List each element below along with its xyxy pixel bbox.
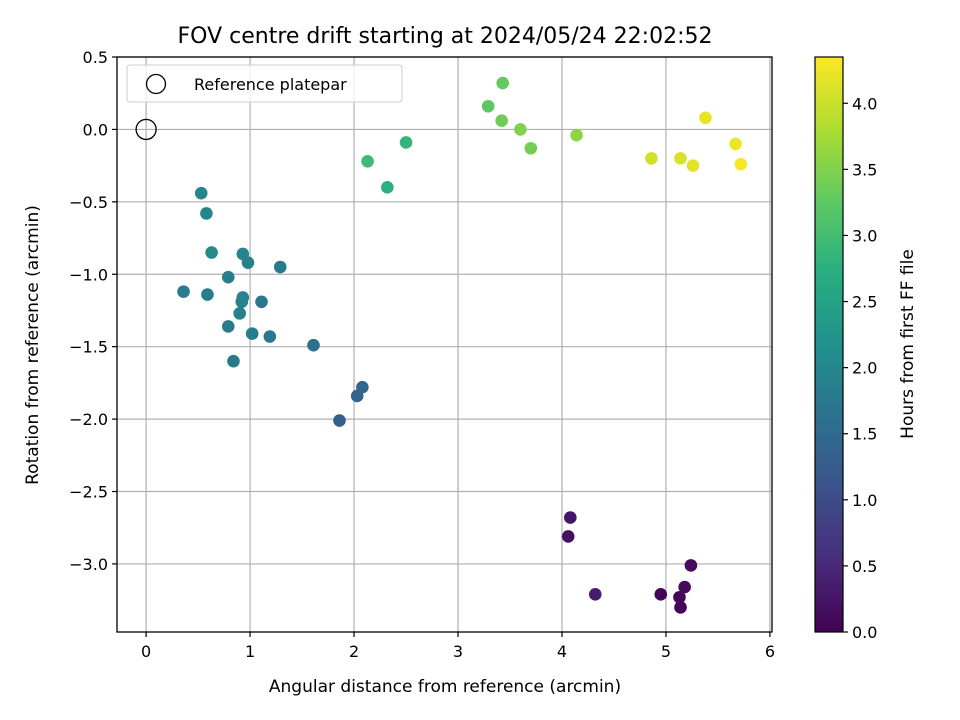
data-point [200,207,213,220]
data-point [524,141,538,155]
data-point [481,99,495,113]
data-point [221,270,235,284]
colorbar-ticks: 0.0 0.5 1.0 1.5 2.0 2.5 3.0 3.5 4.0 [843,94,877,642]
data-point [496,76,510,90]
data-point [674,601,687,614]
y-tick-label: −2.5 [69,483,108,502]
colorbar-label: Hours from first FF file [898,249,918,439]
data-point [194,186,208,200]
data-point [273,260,287,274]
data-point [678,580,691,594]
colorbar-tick-label: 3.5 [852,160,877,179]
data-point [570,128,583,142]
legend-box [126,64,403,103]
colorbar-tick-label: 2.0 [852,359,877,378]
colorbar-tick-label: 1.0 [852,491,877,510]
x-tick-label: 4 [557,642,567,661]
y-tick-label: −1.5 [69,338,108,357]
data-point [361,154,374,168]
colorbar-tick-label: 2.5 [852,293,877,312]
reference-marker [135,118,157,141]
y-tick-label: −2.0 [69,410,108,429]
colorbar-tick-label: 0.0 [852,623,877,642]
data-point [255,295,268,309]
x-axis-label: Angular distance from reference (arcmin) [269,677,621,697]
data-point [674,152,687,165]
plot-frame [116,56,773,633]
legend-label-reference: Reference platepar [194,75,347,94]
data-points [177,76,748,614]
data-point [399,136,413,149]
x-axis-ticks: 0 1 2 3 4 5 6 [141,632,775,661]
data-point [564,511,577,524]
colorbar [814,56,844,633]
data-point [205,246,218,259]
x-tick-label: 1 [245,642,255,661]
chart-title: FOV centre drift starting at 2024/05/24 … [178,24,713,49]
data-point [673,590,686,604]
y-axis-label: Rotation from reference (arcmin) [23,205,43,485]
legend-marker-reference [145,73,167,95]
data-point [561,530,575,543]
legend: Reference platepar [126,64,403,103]
data-point [221,320,235,333]
x-tick-label: 6 [765,642,775,661]
data-point [356,380,369,394]
data-point [333,414,346,427]
y-axis-ticks: 0.5 0.0 −0.5 −1.0 −1.5 −2.0 −2.5 −3.0 [69,48,117,574]
x-tick-label: 5 [661,642,671,661]
colorbar-tick-label: 0.5 [852,557,877,576]
data-point [381,181,394,194]
data-point [729,137,742,151]
x-tick-label: 0 [141,642,151,661]
data-point [686,159,700,172]
data-point [495,114,508,128]
data-point [588,588,602,601]
data-point [699,111,712,125]
y-tick-label: 0.0 [83,120,108,139]
y-tick-label: −3.0 [69,555,108,574]
colorbar-tick-label: 1.5 [852,425,877,444]
reference-point [135,118,157,141]
y-tick-label: −1.0 [69,265,108,284]
data-point [684,559,698,572]
x-tick-label: 2 [349,642,359,661]
x-tick-label: 3 [453,642,463,661]
colorbar-tick-label: 3.0 [852,226,877,245]
data-point [201,288,214,301]
data-point [645,152,658,165]
data-point [654,588,668,601]
data-point [177,285,190,298]
data-point [227,354,240,368]
data-point [307,338,320,352]
data-point [514,123,527,136]
y-tick-label: −0.5 [69,193,108,212]
data-point [263,330,277,343]
data-point [236,247,250,261]
data-point [245,327,259,340]
data-point [236,291,250,304]
colorbar-tick-label: 4.0 [852,94,877,113]
data-point [734,157,748,171]
data-point [233,307,246,320]
grid [117,56,772,632]
y-tick-label: 0.5 [83,48,108,67]
